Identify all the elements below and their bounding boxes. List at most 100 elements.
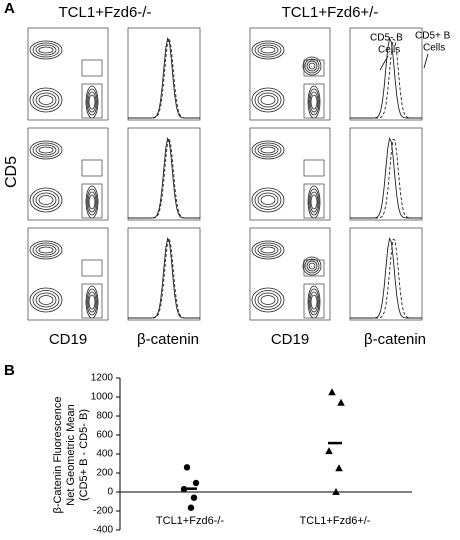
contour-plot-frame [27,127,109,221]
contour [32,242,60,258]
contour [32,42,60,58]
gate [303,159,325,177]
flow-plots [27,27,423,321]
contour [260,246,276,254]
contour [29,240,63,260]
y-tick-label: 400 [96,449,113,460]
contour [254,142,282,158]
contour [306,260,318,272]
histogram-curve [128,236,200,319]
contour [308,262,316,270]
y-axis-label: CD5 [3,156,20,188]
contour [29,287,63,313]
gate [81,159,103,177]
gate [303,259,325,277]
contour [29,140,63,160]
contour [29,40,63,60]
contour [257,92,279,108]
contour [308,88,320,116]
contour [38,146,54,154]
annotation: CD5+ B [415,31,451,42]
histogram-curve [128,236,200,319]
gate [81,283,103,319]
contour [260,295,276,305]
contour [35,92,57,108]
contour [251,87,285,113]
contour [254,90,282,110]
contour [251,140,285,160]
x-axis-label: β-catenin [364,331,426,348]
contour-plot-frame [249,27,331,121]
y-tick-label: 200 [96,468,113,479]
contour-plot-frame [249,127,331,221]
contour [254,190,282,210]
x-tick-label: TCL1+Fzd6+/- [300,515,371,527]
data-point [332,488,340,495]
dot-chart: -400 -200 0 200 400 600 800 1000 1200 β-Catenin F… [52,373,412,536]
contour [88,94,96,110]
histogram-curve [350,138,422,219]
contour [308,288,320,316]
contour [32,142,60,158]
contour [309,291,319,313]
annotation: Cells [423,43,445,54]
contour [38,246,54,254]
contour [260,195,276,205]
contour [257,244,279,256]
contour [38,295,54,305]
gate [81,59,103,77]
y-tick-label: 600 [96,430,113,441]
contour [38,95,54,105]
contour [254,242,282,258]
contour [87,91,97,113]
contour [304,58,320,74]
contour [88,194,96,210]
gate [303,83,325,119]
contour [260,95,276,105]
y-tick-label: 800 [96,411,113,422]
annotation: CD5- B [370,33,403,44]
data-point [192,479,200,487]
contour [260,146,276,154]
data-point [183,464,191,471]
contour [257,44,279,56]
contour [310,294,318,310]
contour [257,144,279,156]
y-axis-label: Net Geometric Mean [65,404,77,505]
x-axis-label: β-catenin [137,331,199,348]
gate [303,183,325,219]
y-axis-label: β-Catenin Fluorescence [52,397,64,514]
y-tick-label: 1000 [91,392,114,403]
contour [38,195,54,205]
histogram-curve [128,36,200,119]
y-tick-label: -400 [93,525,113,535]
contour [32,190,60,210]
contour [87,191,97,213]
gate [81,83,103,119]
contour [86,188,98,216]
gate [303,59,325,77]
contour-plot-frame [27,27,109,121]
histogram-curve [350,236,422,319]
contour [257,192,279,208]
contour [87,291,97,313]
contour [35,292,57,308]
histogram-frame [349,27,423,121]
histogram-frame [349,227,423,321]
histogram-curve [128,136,200,219]
contour [86,88,98,116]
histogram-curve [128,136,200,219]
contour [309,91,319,113]
contour [304,258,320,274]
contour [251,240,285,260]
contour [302,256,322,276]
x-axis-label: CD19 [271,331,309,348]
histogram-curve [350,238,422,319]
data-point [328,388,336,396]
data-point [337,398,345,406]
contour [35,144,57,156]
contour [32,290,60,310]
pointer [423,53,429,69]
gate [303,283,325,319]
gate [81,183,103,219]
